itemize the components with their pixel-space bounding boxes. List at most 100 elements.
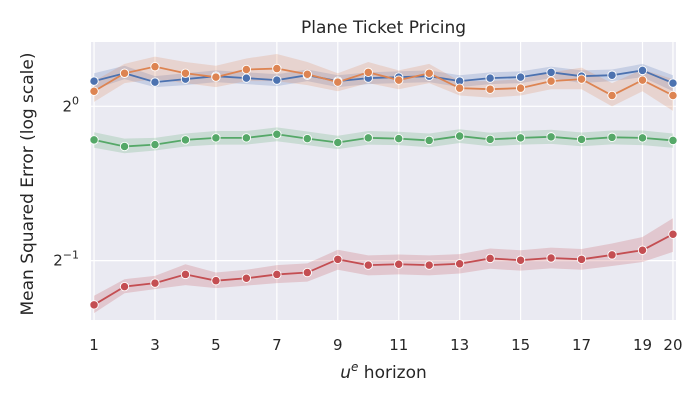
x-axis-label-rest: horizon: [358, 363, 426, 383]
series-4-point: [150, 278, 160, 288]
x-tick-label: 9: [333, 336, 343, 354]
series-4-band: [94, 218, 673, 314]
series-4-point: [241, 273, 252, 283]
series-4-point: [424, 260, 434, 270]
series-3-point: [363, 133, 373, 143]
series-3-point: [89, 135, 99, 145]
series-4-point: [668, 229, 678, 239]
series-1-point: [485, 73, 495, 83]
series-3-point: [637, 133, 648, 143]
series-4-point: [546, 253, 556, 263]
series-3-point: [272, 129, 282, 139]
series-3-point: [119, 141, 130, 152]
x-tick-label: 17: [572, 336, 591, 354]
x-tick-label: 3: [150, 336, 160, 354]
series-4-point: [455, 259, 465, 269]
grid-lines: [91, 42, 676, 320]
series-4-point: [515, 255, 526, 265]
series-3-point: [150, 139, 160, 150]
series-2-band: [94, 53, 673, 111]
series-2-point: [546, 76, 556, 86]
series-4-line: [93, 233, 674, 306]
series-4-point: [576, 254, 587, 264]
series-1-point: [241, 73, 252, 83]
y-axis-label: Mean Squared Error (log scale): [18, 53, 38, 316]
series-3-point: [515, 133, 526, 143]
series-2-point: [150, 62, 160, 72]
series-2-point: [89, 86, 99, 96]
x-tick-label: 13: [450, 336, 469, 354]
series-3-line: [93, 133, 674, 148]
series-4-point: [363, 260, 373, 270]
series-2-point: [211, 72, 221, 82]
series-3-point: [455, 131, 465, 141]
series-1-point: [515, 72, 526, 82]
series-2-point: [180, 68, 191, 78]
series-3-band: [94, 127, 673, 154]
series-2-point: [455, 83, 465, 93]
series-4-point: [89, 300, 99, 310]
y-tick-label: 2−1: [53, 249, 79, 270]
series-lines: [93, 65, 674, 306]
series-1-point: [637, 65, 648, 76]
series-2-point: [485, 84, 495, 94]
series-3-point: [576, 134, 587, 145]
series-3-point: [333, 137, 343, 148]
y-tick-labels: 20 2−1: [53, 94, 79, 269]
series-2-point: [272, 63, 282, 74]
x-tick-label: 1: [89, 336, 99, 354]
series-1-line: [93, 69, 674, 84]
x-tick-label: 19: [633, 336, 652, 354]
x-axis-label: ue horizon: [340, 360, 427, 383]
series-2-point: [333, 77, 343, 87]
x-axis-label-superscript: e: [351, 360, 358, 374]
series-3-point: [485, 134, 495, 145]
series-1-point: [150, 77, 160, 87]
series-3-point: [394, 133, 404, 144]
x-tick-label: 5: [211, 336, 221, 354]
series-2-point: [424, 68, 434, 78]
series-2-point: [119, 68, 130, 78]
series-4-point: [302, 267, 312, 278]
y-tick-label: 20: [62, 94, 79, 115]
x-tick-label: 20: [663, 336, 682, 354]
series-points: [89, 62, 678, 310]
series-2-point: [515, 83, 526, 93]
series-4-point: [607, 250, 617, 260]
series-4-point: [272, 269, 282, 280]
series-2-point: [363, 67, 373, 77]
series-3-point: [180, 135, 191, 145]
series-3-point: [607, 132, 617, 142]
series-4-point: [119, 281, 130, 292]
x-tick-label: 11: [389, 336, 408, 354]
y-tick-exponent: −1: [63, 249, 79, 262]
series-4-point: [180, 269, 191, 280]
series-2-point: [241, 64, 252, 75]
x-tick-label: 15: [511, 336, 530, 354]
series-3-point: [241, 133, 252, 143]
series-2-line: [93, 65, 674, 97]
series-1-point: [668, 78, 678, 88]
series-4-point: [211, 276, 221, 286]
series-1-point: [272, 75, 282, 85]
series-4-point: [485, 253, 495, 264]
x-tick-labels: 1 3 5 7 9 11 13 15 17 19 20: [89, 336, 682, 354]
series-3-point: [424, 135, 434, 146]
series-2-point: [668, 90, 678, 101]
series-2-point: [576, 74, 587, 84]
series-1-point: [89, 76, 99, 86]
series-2-point: [607, 90, 617, 101]
series-2-point: [302, 69, 312, 79]
series-1-point: [607, 70, 617, 80]
series-3-point: [546, 132, 556, 142]
series-4-point: [333, 254, 343, 264]
series-4-point: [394, 259, 404, 269]
series-3-point: [302, 133, 312, 144]
x-tick-label: 7: [272, 336, 282, 354]
series-3-point: [211, 133, 221, 143]
series-2-point: [637, 75, 648, 85]
y-tick-base: 2: [53, 252, 63, 270]
series-4-point: [637, 245, 648, 255]
x-axis-label-base: u: [340, 363, 351, 383]
